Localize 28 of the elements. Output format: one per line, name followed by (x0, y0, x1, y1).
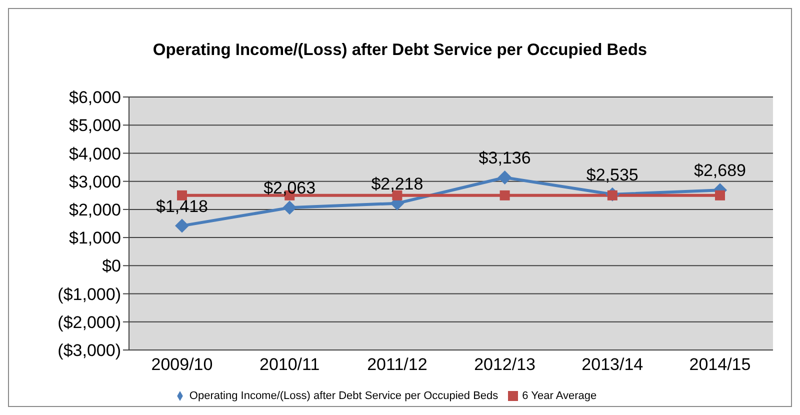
data-label: $3,136 (478, 148, 531, 168)
point (715, 190, 725, 200)
x-tick-label: 2011/12 (367, 355, 428, 374)
y-tick-label: ($2,000) (58, 312, 121, 332)
point (500, 190, 510, 200)
y-tick-label: $5,000 (69, 116, 121, 136)
data-label: $2,689 (694, 161, 746, 180)
x-tick-label: 2012/13 (474, 355, 536, 374)
x-tick-label: 2010/11 (260, 355, 320, 374)
point (175, 218, 189, 233)
x-tick-label: 2014/15 (689, 355, 751, 374)
data-label: $2,063 (264, 178, 316, 198)
point (498, 170, 512, 185)
y-tick-label: $2,000 (69, 200, 121, 220)
point (282, 200, 297, 215)
y-tick-label: $1,000 (69, 228, 121, 248)
y-tick-label: $0 (102, 256, 121, 276)
y-tick-label: $4,000 (69, 144, 121, 164)
data-label: $2,535 (586, 165, 638, 184)
x-tick-label: 2009/10 (151, 355, 213, 374)
y-tick-label: $3,000 (69, 172, 121, 192)
x-tick-label: 2013/14 (582, 355, 644, 374)
y-tick-label: ($3,000) (58, 341, 121, 360)
legend-label: Operating Income/(Loss) after Debt Service per Occupied Beds (189, 390, 498, 402)
y-tick-label: ($1,000) (58, 284, 121, 304)
chart-title: Operating Income/(Loss) after Debt Service per Occupied Beds (152, 41, 648, 60)
y-tick-label: $6,000 (69, 88, 121, 108)
legend-label: 6 Year Average (522, 390, 597, 402)
